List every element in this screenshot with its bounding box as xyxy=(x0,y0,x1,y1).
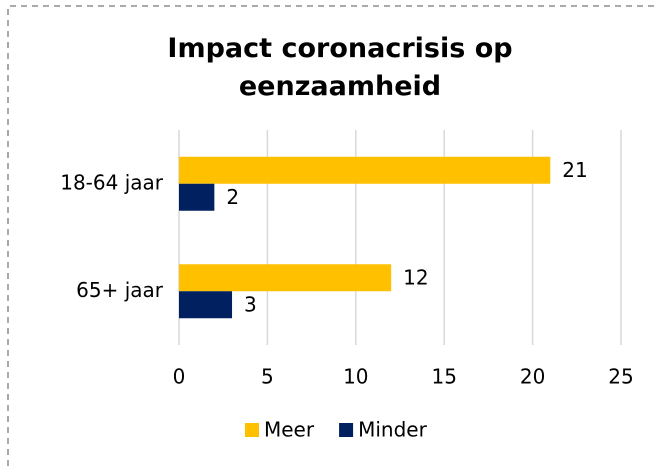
data-label: 3 xyxy=(244,292,257,316)
legend-swatch xyxy=(245,423,259,437)
chart-title: Impact coronacrisis op eenzaamheid xyxy=(167,33,513,102)
x-tick-label: 0 xyxy=(173,365,186,389)
legend-label: Minder xyxy=(358,418,427,442)
bar xyxy=(179,264,392,292)
bar xyxy=(179,183,215,211)
y-tick-label: 18-64 jaar xyxy=(60,170,164,194)
x-tick-label: 25 xyxy=(608,365,633,389)
x-tick-label: 10 xyxy=(343,365,368,389)
chart-border xyxy=(7,5,657,466)
y-tick-label: 65+ jaar xyxy=(76,278,164,302)
bar xyxy=(179,291,233,319)
legend-label: Meer xyxy=(264,418,315,442)
legend-swatch xyxy=(339,423,354,437)
bar xyxy=(179,156,551,184)
x-tick-label: 5 xyxy=(261,365,274,389)
data-label: 12 xyxy=(403,265,428,289)
x-tick-label: 20 xyxy=(520,365,545,389)
data-label: 21 xyxy=(562,158,587,182)
data-label: 2 xyxy=(226,185,239,209)
x-tick-label: 15 xyxy=(431,365,456,389)
